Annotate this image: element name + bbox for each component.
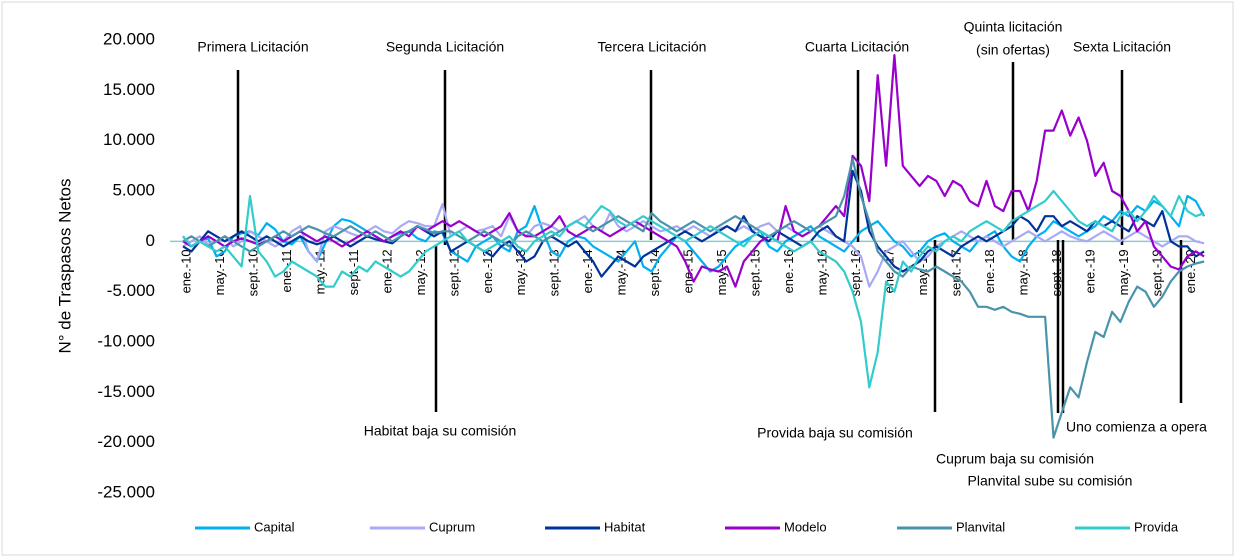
legend-label: Habitat [604,519,646,534]
annotation: Cuprum baja su comisión [936,451,1094,467]
y-tick-label: -10.000 [97,331,155,350]
y-tick-label: -5.000 [107,281,155,300]
x-tick-label: ene.-18 [982,249,997,293]
y-tick-label: 5.000 [112,180,155,199]
y-tick-label: 15.000 [103,80,155,99]
annotation: Uno comienza a opera [1066,419,1207,435]
x-tick-label: ene.-10 [178,249,193,293]
x-tick-label: ene.-13 [480,249,495,293]
legend-label: Planvital [956,519,1005,534]
x-tick-label: ene.-11 [279,249,294,292]
x-tick-label: may.-16 [815,249,830,295]
x-tick-label: may.-10 [212,249,227,295]
y-axis-title: N° de Traspasos Netos [55,179,74,354]
y-tick-label: -25.000 [97,482,155,501]
annotation: Tercera Licitación [598,39,707,55]
legend-label: Capital [254,519,295,534]
annotation: Provida baja su comisión [757,425,913,441]
series-line [182,203,1205,288]
y-tick-label: -15.000 [97,382,155,401]
x-tick-label: sept.-16 [848,249,863,296]
x-tick-label: may.-15 [714,249,729,295]
x-tick-label: sept.-15 [748,249,763,296]
annotation: Habitat baja su comisión [364,423,517,439]
x-tick-label: ene.-12 [379,249,394,293]
x-tick-label: ene.-19 [1082,249,1097,293]
x-tick-label: ene.-20 [1183,249,1198,293]
series-line [182,157,1205,439]
x-tick-label: may.-19 [1116,249,1131,295]
x-tick-label: may.-12 [413,249,428,295]
annotation: Planvital sube su comisión [968,473,1133,489]
annotation: (sin ofertas) [976,42,1050,58]
x-tick-label: sept.-17 [948,249,963,296]
legend-label: Cuprum [429,519,475,534]
legend-label: Provida [1134,519,1179,534]
series-line [182,194,1206,273]
x-tick-label: sept.-18 [1049,249,1064,296]
annotation: Primera Licitación [197,39,308,55]
x-tick-label: sept.-12 [446,249,461,296]
x-tick-label: sept.-13 [547,249,562,296]
series-line [182,54,1205,288]
y-tick-label: 20.000 [103,29,155,48]
x-tick-label: sept.-10 [245,249,260,296]
y-tick-label: 10.000 [103,130,155,149]
legend-label: Modelo [784,519,827,534]
x-tick-label: ene.-16 [781,249,796,293]
y-tick-label: 0 [146,231,155,250]
series-line [182,189,1205,389]
annotation: Quinta licitación [964,19,1063,35]
annotation: Segunda Licitación [386,39,504,55]
x-tick-label: sept.-19 [1149,249,1164,296]
annotation: Cuarta Licitación [805,39,909,55]
annotation: Sexta Licitación [1073,39,1171,55]
y-tick-label: -20.000 [97,432,155,451]
